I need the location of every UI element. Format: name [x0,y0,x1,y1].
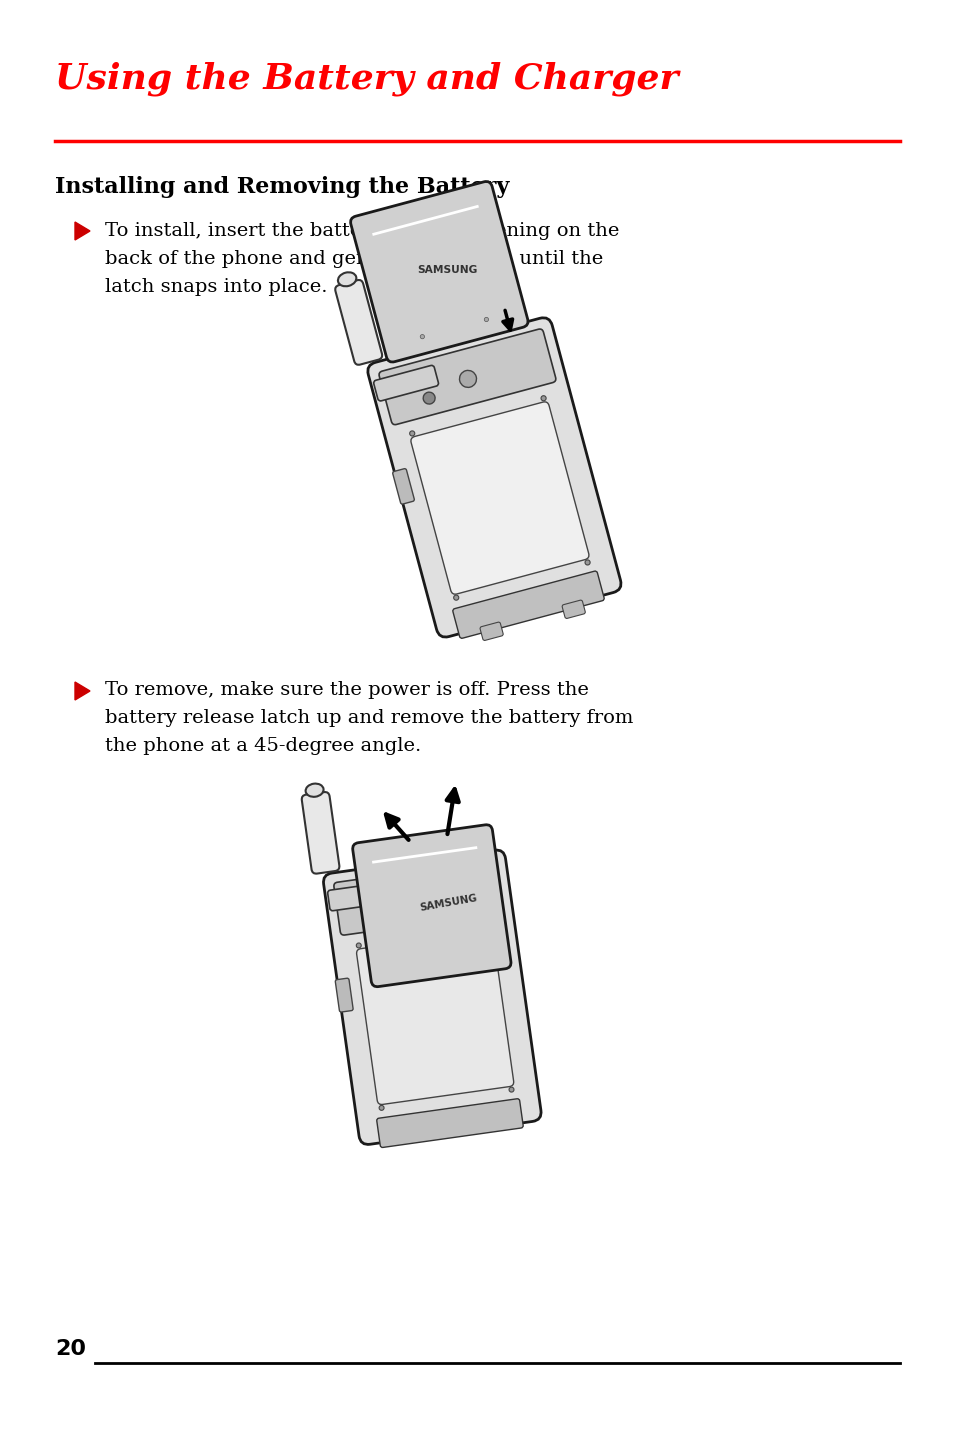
Text: the phone at a 45-degree angle.: the phone at a 45-degree angle. [105,737,421,756]
Text: To remove, make sure the power is off. Press the: To remove, make sure the power is off. P… [105,681,588,698]
FancyBboxPatch shape [453,571,603,638]
Text: 20: 20 [55,1339,86,1359]
Ellipse shape [454,595,458,600]
Ellipse shape [459,371,476,388]
FancyBboxPatch shape [393,468,414,504]
FancyBboxPatch shape [411,402,588,594]
FancyBboxPatch shape [335,979,353,1012]
Ellipse shape [420,335,424,339]
Ellipse shape [486,924,491,930]
Ellipse shape [355,943,361,947]
Ellipse shape [378,1105,384,1110]
Ellipse shape [410,892,426,909]
FancyBboxPatch shape [479,622,502,641]
Text: SAMSUNG: SAMSUNG [416,265,477,275]
FancyBboxPatch shape [334,860,502,934]
FancyBboxPatch shape [353,824,511,987]
FancyBboxPatch shape [368,318,620,637]
Ellipse shape [540,396,545,401]
Ellipse shape [411,920,435,944]
Ellipse shape [337,272,356,286]
Ellipse shape [373,907,384,919]
FancyBboxPatch shape [301,791,339,874]
Text: battery release latch up and remove the battery from: battery release latch up and remove the … [105,708,633,727]
Text: Using the Battery and Charger: Using the Battery and Charger [55,62,678,96]
FancyBboxPatch shape [335,280,382,365]
FancyBboxPatch shape [374,365,438,401]
Text: latch snaps into place.: latch snaps into place. [105,278,327,296]
FancyBboxPatch shape [350,182,527,362]
Text: back of the phone and gently press down until the: back of the phone and gently press down … [105,250,602,268]
Ellipse shape [423,392,435,404]
FancyBboxPatch shape [561,600,585,618]
FancyBboxPatch shape [327,883,390,910]
Ellipse shape [409,431,415,436]
Polygon shape [75,683,90,700]
FancyBboxPatch shape [378,329,556,425]
Ellipse shape [484,318,488,322]
Ellipse shape [584,560,590,565]
Text: SAMSUNG: SAMSUNG [418,893,477,913]
FancyBboxPatch shape [356,930,513,1105]
Polygon shape [75,222,90,240]
Text: Installing and Removing the Battery: Installing and Removing the Battery [55,176,509,197]
FancyBboxPatch shape [376,1099,522,1148]
FancyBboxPatch shape [323,850,540,1145]
Ellipse shape [509,1088,514,1092]
Ellipse shape [305,784,323,797]
Text: To install, insert the battery into the opening on the: To install, insert the battery into the … [105,222,618,240]
